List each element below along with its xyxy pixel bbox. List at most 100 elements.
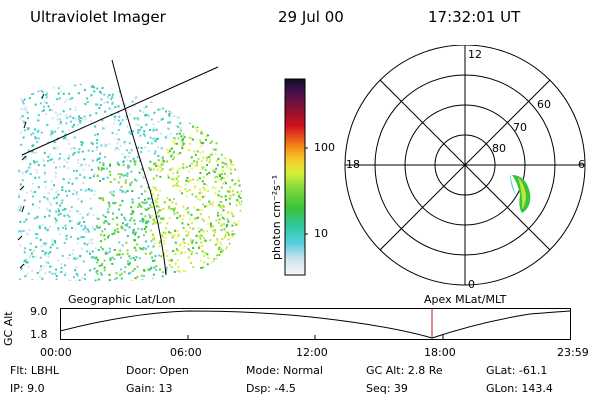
speckle-dot (124, 224, 127, 226)
speckle-dot (197, 208, 200, 211)
speckle-dot (138, 124, 140, 127)
speckle-dot (125, 71, 127, 73)
speckle-dot (84, 118, 87, 121)
speckle-dot (221, 131, 224, 134)
speckle-dot (187, 149, 190, 152)
speckle-dot (24, 275, 27, 278)
speckle-dot (226, 275, 229, 278)
speckle-dot (22, 70, 24, 72)
speckle-dot (225, 102, 228, 105)
speckle-dot (157, 194, 160, 197)
speckle-dot (179, 111, 182, 114)
speckle-dot (244, 181, 246, 183)
speckle-dot (245, 132, 247, 134)
speckle-dot (152, 123, 155, 126)
speckle-dot (173, 73, 175, 75)
time-label: 17:32:01 UT (428, 8, 521, 26)
speckle-dot (32, 144, 34, 147)
speckle-dot (233, 233, 236, 236)
speckle-dot (84, 230, 87, 233)
speckle-dot (226, 223, 229, 226)
speckle-dot (89, 252, 91, 255)
speckle-dot (191, 250, 194, 253)
speckle-dot (36, 140, 39, 143)
speckle-dot (67, 279, 70, 282)
speckle-dot (31, 203, 34, 206)
speckle-dot (230, 110, 233, 113)
speckle-dot (187, 117, 190, 119)
speckle-dot (154, 282, 156, 284)
speckle-dot (25, 218, 28, 221)
speckle-dot (80, 188, 83, 191)
speckle-dot (51, 109, 54, 112)
speckle-dot (75, 191, 78, 194)
speckle-dot (226, 267, 229, 270)
speckle-dot (34, 88, 36, 91)
speckle-dot (232, 183, 235, 186)
speckle-dot (220, 93, 223, 96)
speckle-dot (120, 277, 123, 280)
speckle-dot (214, 266, 216, 269)
speckle-dot (224, 181, 227, 183)
speckle-dot (121, 253, 124, 256)
speckle-dot (226, 123, 229, 126)
speckle-dot (43, 80, 45, 82)
speckle-dot (39, 275, 41, 278)
speckle-dot (236, 236, 239, 239)
speckle-dot (151, 278, 154, 281)
speckle-dot (176, 171, 179, 174)
speckle-dot (126, 159, 129, 162)
speckle-dot (149, 129, 152, 131)
speckle-dot (20, 108, 23, 110)
speckle-dot (223, 78, 225, 80)
speckle-dot (179, 110, 182, 113)
speckle-dot (238, 243, 240, 246)
speckle-dot (200, 191, 203, 194)
speckle-dot (52, 103, 55, 106)
speckle-dot (170, 266, 173, 269)
speckle-dot (163, 160, 166, 163)
speckle-dot (168, 109, 171, 112)
speckle-dot (238, 244, 240, 247)
speckle-dot (206, 76, 208, 78)
speckle-dot (166, 254, 168, 257)
speckle-dot (152, 186, 155, 189)
speckle-dot (189, 112, 192, 115)
speckle-dot (166, 222, 169, 225)
speckle-dot (91, 150, 94, 153)
speckle-dot (124, 173, 127, 176)
speckle-dot (108, 205, 111, 208)
mlt-label-0: 0 (468, 278, 475, 291)
speckle-dot (47, 156, 50, 159)
speckle-dot (226, 256, 229, 259)
speckle-dot (201, 180, 204, 183)
gain-status: Gain: 13 (126, 382, 173, 395)
speckle-dot (218, 190, 221, 193)
speckle-dot (95, 103, 98, 106)
speckle-dot (177, 102, 180, 105)
speckle-dot (66, 214, 69, 217)
speckle-dot (119, 274, 122, 277)
speckle-dot (124, 229, 127, 232)
speckle-dot (161, 71, 163, 73)
speckle-dot (191, 102, 194, 105)
speckle-dot (70, 147, 72, 150)
speckle-dot (213, 231, 216, 234)
speckle-dot (43, 66, 45, 68)
speckle-dot (41, 224, 44, 226)
speckle-dot (25, 261, 28, 264)
speckle-dot (118, 138, 121, 141)
speckle-dot (228, 148, 231, 151)
speckle-dot (155, 205, 158, 208)
speckle-dot (136, 275, 139, 278)
speckle-dot (100, 272, 102, 275)
speckle-dot (109, 163, 112, 166)
speckle-dot (98, 161, 101, 164)
speckle-dot (76, 242, 79, 245)
speckle-dot (129, 271, 132, 274)
speckle-dot (100, 264, 103, 267)
speckle-dot (176, 230, 179, 233)
speckle-dot (240, 144, 243, 147)
speckle-dot (197, 235, 200, 238)
speckle-dot (185, 101, 188, 104)
